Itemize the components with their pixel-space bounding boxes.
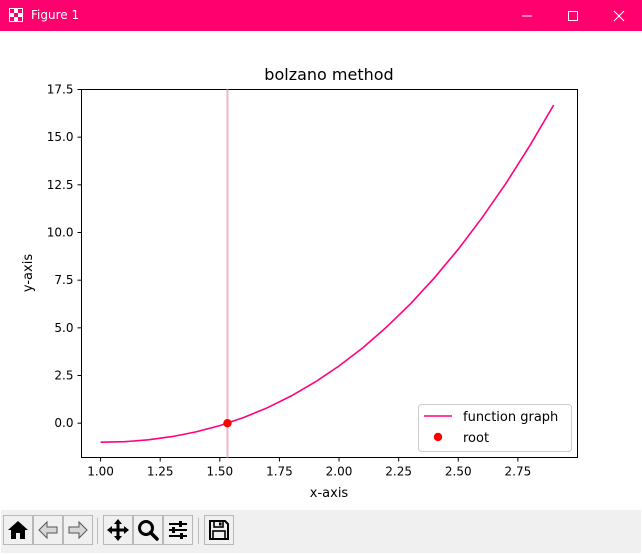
pan-button[interactable] [103, 515, 133, 545]
x-tick-label: 2.25 [385, 465, 412, 479]
y-tick-label: 5.0 [54, 321, 73, 335]
legend: function graph root [418, 404, 572, 452]
title-bar[interactable]: Figure 1 [0, 0, 642, 31]
y-tick-label: 15.0 [47, 130, 74, 144]
x-axis-label: x-axis [310, 486, 349, 501]
legend-label-function-graph: function graph [463, 410, 558, 425]
x-tick-label: 2.00 [326, 465, 353, 479]
x-tick-label: 2.50 [445, 465, 472, 479]
y-tick-label: 2.5 [54, 369, 73, 383]
close-button[interactable] [596, 0, 642, 31]
y-tick-label: 7.5 [54, 273, 73, 287]
forward-arrow-icon [68, 520, 88, 540]
toolbar-separator [198, 518, 199, 544]
figure-app-icon [9, 8, 23, 22]
y-tick-label: 17.5 [47, 83, 74, 97]
home-button[interactable] [3, 515, 33, 545]
x-tick-label: 2.75 [505, 465, 532, 479]
plot-svg: bolzano method 1.00 1.25 1.50 1.75 2.00 2.25 2… [21, 65, 578, 501]
y-tick-label: 12.5 [47, 178, 74, 192]
maximize-button[interactable] [550, 0, 596, 31]
function-graph-line [100, 104, 555, 443]
zoom-button[interactable] [133, 515, 163, 545]
toolbar-separator [97, 518, 98, 544]
sliders-icon [169, 521, 187, 539]
legend-label-root: root [463, 431, 489, 446]
y-ticks: 0.0 2.5 5.0 7.5 10.0 12.5 15.0 17.5 [47, 83, 82, 430]
navigation-toolbar [1, 510, 641, 553]
y-tick-label: 0.0 [54, 416, 73, 430]
close-icon [613, 10, 625, 22]
legend-dot-swatch [433, 432, 443, 442]
save-button[interactable] [204, 515, 234, 545]
pan-arrows-icon [107, 519, 129, 541]
maximize-icon [568, 11, 578, 21]
configure-subplots-button[interactable] [163, 515, 193, 545]
chart-title: bolzano method [264, 65, 393, 84]
back-button[interactable] [33, 515, 63, 545]
x-tick-label: 1.75 [266, 465, 293, 479]
root-point [223, 418, 232, 428]
forward-button[interactable] [63, 515, 93, 545]
minimize-button[interactable] [504, 0, 550, 31]
x-tick-label: 1.00 [87, 465, 114, 479]
x-ticks: 1.00 1.25 1.50 1.75 2.00 2.25 2.50 2.75 [87, 457, 532, 479]
window-title: Figure 1 [31, 8, 80, 22]
home-icon [8, 521, 28, 539]
minimize-icon [522, 15, 532, 17]
plot-axes-frame [81, 89, 578, 458]
floppy-disk-icon [209, 520, 229, 540]
x-tick-label: 1.25 [147, 465, 174, 479]
back-arrow-icon [38, 520, 58, 540]
x-tick-label: 1.50 [206, 465, 233, 479]
magnifier-icon [138, 520, 159, 541]
legend-box [418, 404, 572, 452]
y-tick-label: 10.0 [47, 226, 74, 240]
y-axis-label: y-axis [21, 254, 36, 292]
figure-canvas[interactable]: bolzano method 1.00 1.25 1.50 1.75 2.00 2.25 2… [1, 31, 641, 510]
